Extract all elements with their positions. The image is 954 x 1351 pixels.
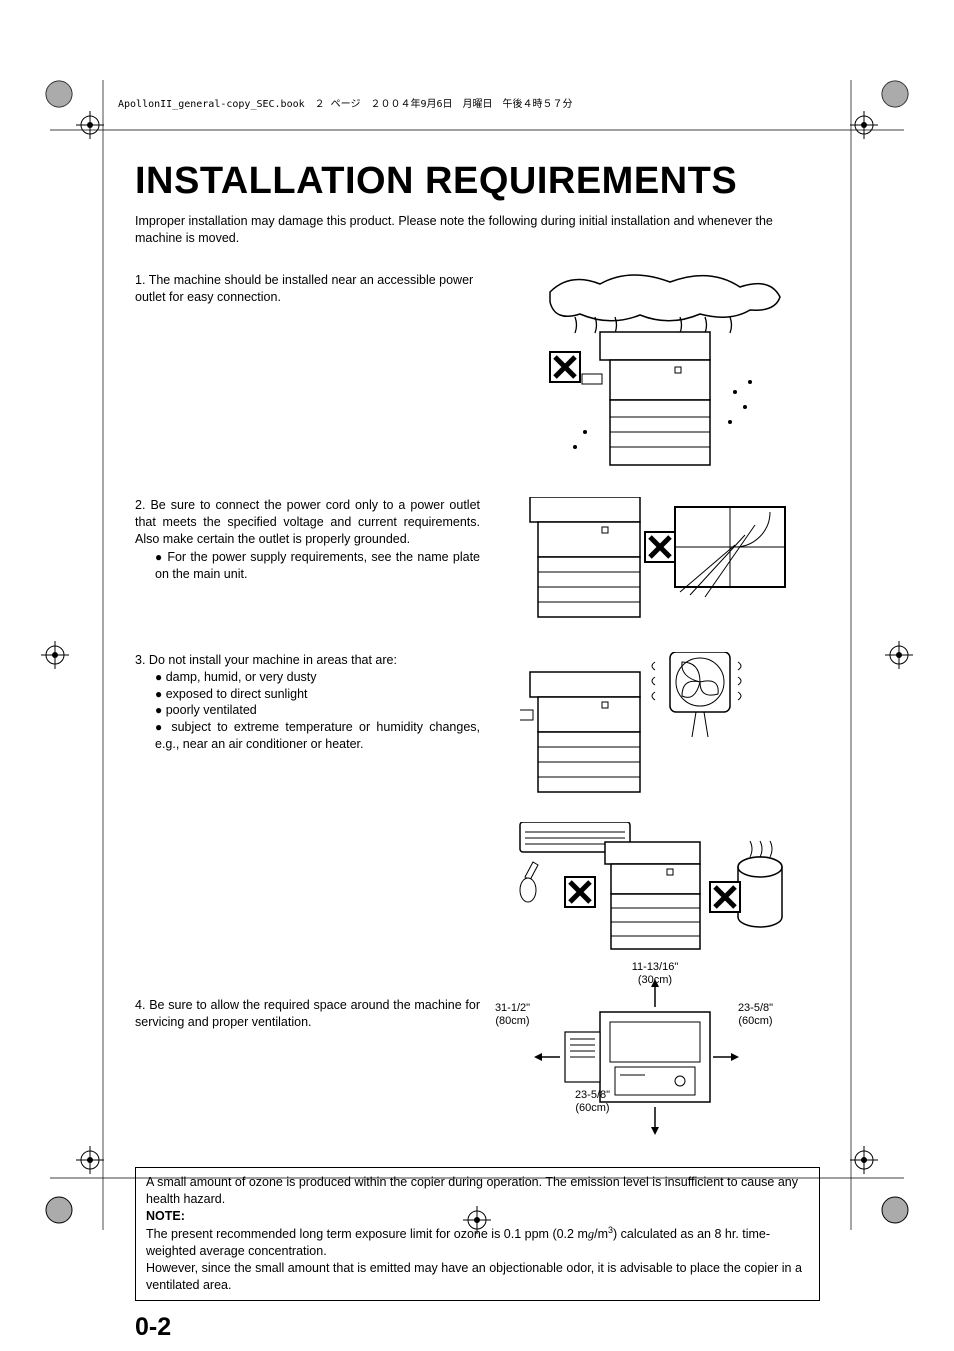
illustration-4-icon <box>495 967 805 1142</box>
item-3-num: 3. <box>135 652 145 669</box>
item-2-bullet: For the power supply requirements, see t… <box>155 550 480 581</box>
note-p3: However, since the small amount that is … <box>146 1260 809 1294</box>
item-3-bullet-a: damp, humid, or very dusty <box>166 670 317 684</box>
item-4-num: 4. <box>135 997 145 1014</box>
bullet-icon: ● <box>155 720 165 734</box>
item-3-bullet-b: exposed to direct sunlight <box>166 687 308 701</box>
note-box: A small amount of ozone is produced with… <box>135 1167 820 1301</box>
bullet-icon: ● <box>155 687 162 701</box>
item-2-text: Be sure to connect the power cord only t… <box>135 498 480 546</box>
bullet-icon: ● <box>155 703 162 717</box>
note-label: NOTE: <box>146 1208 809 1225</box>
clearance-bottom: 23-5/8"(60cm) <box>565 1089 620 1115</box>
illustration-3b-icon <box>510 822 810 957</box>
illustration-1-icon <box>530 272 790 482</box>
item-4-text: Be sure to allow the required space arou… <box>135 998 480 1029</box>
clearance-left: 31-1/2"(80cm) <box>485 1002 540 1028</box>
item-1-text: The machine should be installed near an … <box>135 273 473 304</box>
page-title: INSTALLATION REQUIREMENTS <box>135 160 820 203</box>
item-2-num: 2. <box>135 497 145 514</box>
illustration-3-icon <box>520 652 800 807</box>
note-p2: The present recommended long term exposu… <box>146 1224 809 1260</box>
illustration-2-icon <box>520 497 800 637</box>
note-p1: A small amount of ozone is produced with… <box>146 1174 809 1208</box>
item-2: 2. Be sure to connect the power cord onl… <box>135 497 480 583</box>
item-1-num: 1. <box>135 272 145 289</box>
page-number: 0-2 <box>135 1313 820 1342</box>
clearance-right: 23-5/8"(60cm) <box>728 1002 783 1028</box>
item-3-text: Do not install your machine in areas tha… <box>149 653 397 667</box>
bullet-icon: ● <box>155 670 162 684</box>
item-3-bullet-d: subject to extreme temperature or humidi… <box>155 720 480 751</box>
item-1: 1. The machine should be installed near … <box>135 272 480 306</box>
clearance-top: 11-13/16"(30cm) <box>610 961 700 987</box>
item-4: 4. Be sure to allow the required space a… <box>135 967 480 1031</box>
bullet-icon: ● <box>155 550 163 564</box>
item-3: 3. Do not install your machine in areas … <box>135 652 480 753</box>
intro-text: Improper installation may damage this pr… <box>135 213 820 247</box>
item-3-bullet-c: poorly ventilated <box>166 703 257 717</box>
